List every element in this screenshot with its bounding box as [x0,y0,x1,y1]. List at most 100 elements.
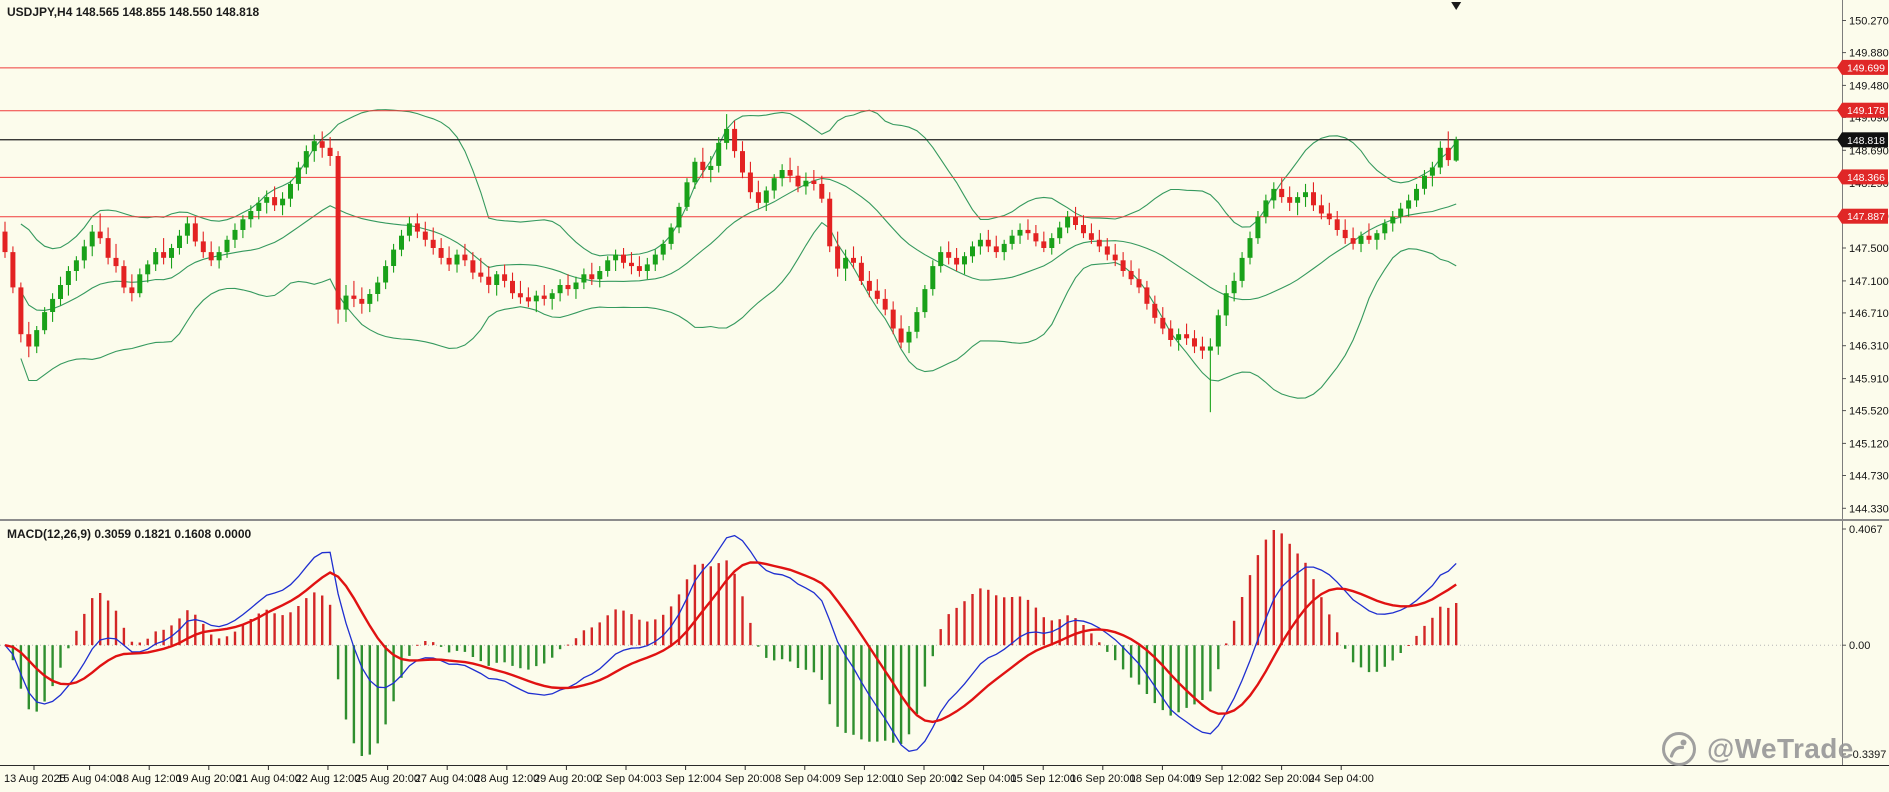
macd-histogram-bar [590,627,593,646]
candle [240,219,246,230]
time-label: 18 Aug 12:00 [116,773,182,785]
candle [874,290,880,299]
macd-histogram-bar [749,622,752,646]
watermark-text: @WeTrade [1707,733,1854,764]
candle [890,309,896,329]
candle [1057,227,1063,239]
macd-axis-label: -0.3397 [1849,749,1886,761]
macd-histogram-bar [162,629,165,646]
macd-histogram-bar [463,645,467,652]
candle [1295,197,1301,203]
level-price-tag[interactable]: 147.887 [1837,208,1888,224]
candle [922,289,928,313]
macd-histogram-bar [1407,645,1410,646]
macd-histogram-bar [360,645,363,756]
macd-histogram-bar [1399,645,1402,653]
candle [351,295,357,299]
macd-histogram-bar [400,645,403,678]
macd-histogram-bar [828,645,831,705]
macd-histogram-bar [83,613,86,646]
macd-histogram-bar [907,645,911,735]
candle [605,260,611,271]
macd-histogram-bar [1359,645,1363,668]
macd-histogram-bar [654,619,657,646]
candle [303,151,309,168]
candle [462,254,468,261]
candle [938,252,944,267]
macd-histogram-bar [788,645,792,662]
price-tick-label: 146.710 [1849,308,1889,320]
candle [930,266,936,290]
candle [851,257,856,263]
candle [288,183,293,199]
macd-histogram-bar [741,596,744,646]
candle [779,170,785,179]
macd-histogram-bar [773,645,776,661]
candle [1382,223,1388,234]
candle [470,260,476,273]
last-bar-marker-icon [1451,2,1462,10]
candle [383,266,389,283]
candle [1334,219,1340,230]
price-tick-label: 147.100 [1849,276,1889,288]
price-tick-label: 144.730 [1849,471,1889,483]
candle [256,202,262,211]
candle [2,231,8,253]
bid-price-tag: 148.818 [1837,132,1888,148]
macd-histogram-bar [1351,645,1355,663]
macd-histogram-bar [1129,645,1133,678]
macd-histogram-bar [860,645,863,740]
candle [1429,167,1435,176]
candle [486,276,492,285]
candle [1088,233,1094,240]
candle [446,257,452,265]
macd-histogram-bar [1161,645,1164,711]
panel-separator[interactable] [0,519,1889,521]
candle [50,298,56,312]
candle [700,161,706,170]
macd-histogram-bar [313,592,316,646]
candle [1144,287,1150,304]
candle [771,178,777,191]
candle [359,298,365,304]
candle [510,280,515,294]
candle [1160,317,1166,329]
candle [557,285,563,294]
macd-histogram-bar [1232,620,1236,646]
macd-histogram-bar [106,600,110,646]
macd-histogram-bar [217,638,221,646]
time-label: 19 Aug 20:00 [176,773,242,785]
candle [1311,192,1316,206]
candle [755,192,761,203]
candle [18,287,24,335]
macd-histogram-bar [1193,645,1196,705]
macd-histogram-bar [923,645,927,687]
candle [1184,334,1190,339]
candle [970,246,975,257]
candle [692,161,698,183]
macd-histogram-bar [566,644,570,646]
level-price-tag[interactable]: 149.178 [1837,102,1888,118]
macd-histogram-bar [812,645,816,673]
candle [1049,238,1055,248]
bid-price-tag-box [1842,132,1888,148]
candle [1318,205,1324,214]
candle [1176,334,1182,340]
macd-histogram-bar [1145,645,1149,694]
level-price-tag-box [1842,59,1888,75]
macd-histogram-bar [519,645,522,669]
candle [533,295,539,302]
level-price-tag[interactable]: 149.699 [1837,59,1888,75]
candle [89,231,95,247]
candle [1215,315,1221,347]
candle [1104,246,1110,255]
time-axis[interactable]: 13 Aug 2025 15 Aug 04:00 18 Aug 12:00 19 Au… [0,771,1889,792]
macd-histogram-bar [1018,596,1022,646]
macd-histogram-bar [186,610,189,646]
candle [565,285,571,290]
level-price-tag[interactable]: 148.366 [1837,169,1888,185]
macd-histogram-bar [1288,543,1291,646]
logo-circle [1662,732,1696,766]
